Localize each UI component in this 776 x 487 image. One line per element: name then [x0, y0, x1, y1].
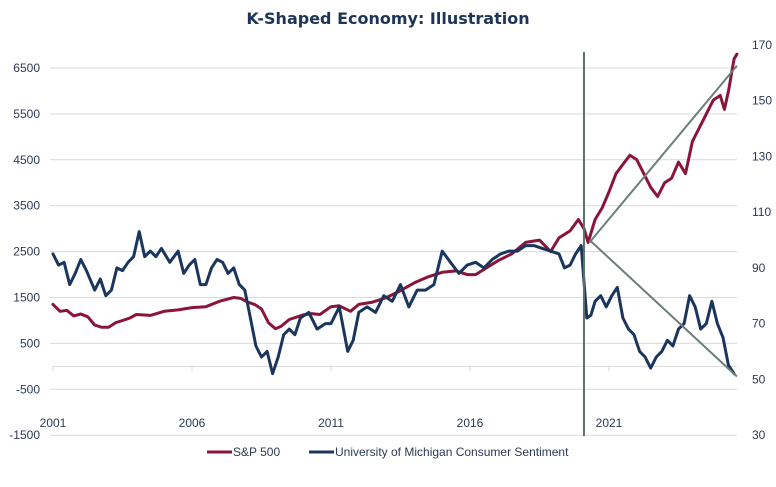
x-tick-label: 2021 [596, 416, 623, 430]
right-tick-label: 170 [752, 38, 772, 52]
annotations [582, 52, 738, 436]
right-tick-label: 110 [752, 205, 771, 219]
x-tick-label: 2011 [318, 416, 344, 430]
chart-title: K-Shaped Economy: Illustration [246, 9, 529, 28]
legend-label-sentiment: University of Michigan Consumer Sentimen… [335, 445, 569, 459]
legend: S&P 500 University of Michigan Consumer … [207, 445, 569, 459]
left-axis-ticks: 6500 5500 4500 3500 2500 1500 500 -500 -1500 [9, 61, 40, 442]
x-axis-ticks: 2001 2006 2011 2016 2021 [40, 416, 623, 430]
left-tick-label: -500 [16, 382, 40, 396]
right-axis-ticks: 170 150 130 110 90 70 50 30 [752, 38, 772, 442]
sentiment-line [51, 230, 736, 376]
left-tick-label: 6500 [13, 61, 40, 75]
sentiment-trend-line [588, 239, 738, 378]
x-tick-label: 2006 [179, 416, 206, 430]
sp500-line [51, 52, 739, 331]
right-tick-label: 50 [752, 372, 766, 386]
right-tick-label: 30 [752, 428, 766, 442]
left-tick-label: 3500 [13, 199, 40, 213]
series-lines [51, 52, 739, 376]
sp500-trend-line [588, 65, 738, 244]
x-tick-label: 2016 [457, 416, 484, 430]
legend-item-sp500: S&P 500 [207, 445, 280, 459]
right-tick-label: 90 [752, 261, 766, 275]
right-tick-label: 150 [752, 94, 772, 108]
left-tick-label: 5500 [13, 107, 40, 121]
right-tick-label: 70 [752, 317, 766, 331]
left-tick-label: 1500 [13, 291, 40, 305]
gridlines [50, 67, 737, 436]
legend-label-sp500: S&P 500 [233, 445, 280, 459]
legend-item-sentiment: University of Michigan Consumer Sentimen… [309, 445, 569, 459]
left-tick-label: 2500 [13, 245, 40, 259]
left-tick-label: 4500 [13, 153, 40, 167]
x-tick-label: 2001 [40, 416, 67, 430]
left-tick-label: 500 [20, 336, 40, 350]
right-tick-label: 130 [752, 149, 772, 163]
left-tick-label: -1500 [9, 428, 40, 442]
